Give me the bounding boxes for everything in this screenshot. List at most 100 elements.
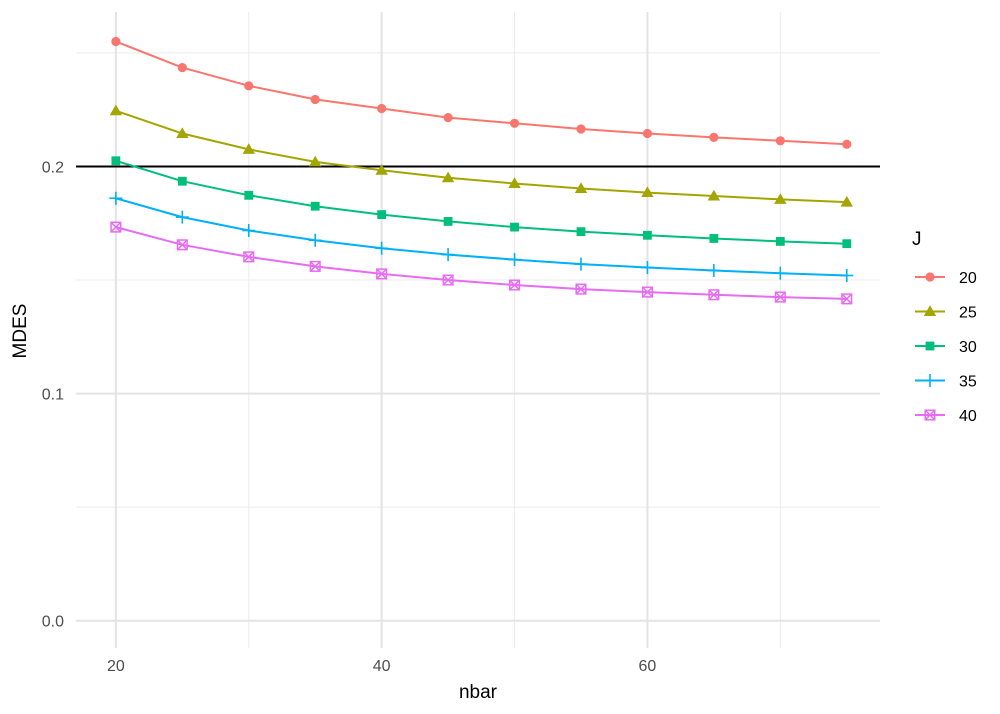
data-point-40 — [309, 260, 321, 272]
data-point-20 — [111, 36, 121, 47]
legend-item-30: 30 — [915, 339, 977, 356]
legend-label: 20 — [959, 270, 977, 287]
legend-key-marker — [925, 272, 935, 282]
data-point-20 — [642, 128, 653, 139]
data-point-20 — [509, 118, 520, 128]
data-point-30 — [111, 156, 121, 166]
data-point-40 — [508, 279, 521, 291]
boxcross-marker-box — [309, 260, 321, 272]
boxcross-marker-diag — [442, 274, 454, 286]
y-tick-label: 0.0 — [42, 614, 64, 631]
x-axis-title: nbar — [459, 682, 498, 703]
data-point-35 — [375, 241, 389, 255]
data-point-35 — [840, 268, 854, 282]
data-point-35 — [707, 263, 721, 277]
data-point-25 — [242, 143, 255, 154]
legend-title: J — [912, 229, 922, 250]
data-point-30 — [842, 239, 852, 249]
data-point-40 — [641, 286, 653, 298]
series-40 — [110, 221, 853, 305]
x-tick-label: 40 — [373, 658, 391, 675]
legend-key-marker — [924, 409, 936, 421]
legend-label: 35 — [959, 374, 977, 391]
boxcross-marker-box — [442, 274, 454, 286]
series-line-20 — [115, 40, 847, 146]
data-point-30 — [643, 230, 652, 240]
data-point-20 — [775, 136, 785, 146]
boxcross-marker-diag — [309, 261, 321, 272]
data-point-25 — [109, 104, 123, 116]
data-point-40 — [442, 274, 454, 286]
data-point-40 — [708, 289, 720, 301]
data-point-30 — [443, 217, 453, 226]
series-30 — [111, 156, 852, 249]
data-point-40 — [176, 239, 188, 251]
y-tick-label: 0.2 — [42, 159, 64, 176]
data-point-30 — [510, 222, 519, 232]
boxcross-marker-diag — [243, 251, 255, 263]
data-point-30 — [576, 227, 586, 237]
legend-label: 40 — [959, 408, 977, 425]
boxcross-marker-diag — [376, 268, 387, 280]
legend: J 20 25 30 35 40 — [912, 229, 977, 425]
x-tick-label: 60 — [639, 658, 657, 675]
legend-key-marker — [923, 374, 937, 387]
series-35 — [109, 191, 854, 282]
data-point-40 — [243, 251, 255, 263]
legend-key-marker — [925, 341, 935, 351]
data-point-40 — [110, 221, 122, 233]
data-point-40 — [376, 268, 388, 280]
data-point-35 — [508, 253, 522, 267]
series-line-40 — [115, 226, 847, 300]
boxcross-marker-diag — [708, 289, 720, 301]
series-25 — [109, 104, 853, 207]
data-point-25 — [508, 177, 521, 188]
boxcross-marker-box — [376, 268, 388, 280]
data-point-30 — [709, 234, 719, 243]
data-point-40 — [841, 293, 853, 305]
legend-label: 30 — [959, 339, 977, 356]
legend-label: 25 — [959, 305, 977, 322]
boxcross-marker-box — [708, 289, 720, 301]
boxcross-marker-box — [176, 239, 188, 251]
axis-layer: 0.0 0.1 0.2 20 40 60 — [42, 159, 657, 675]
series-line-25 — [115, 109, 847, 204]
data-point-20 — [842, 139, 852, 149]
boxcross-marker-diag — [509, 279, 520, 291]
data-point-35 — [175, 210, 189, 224]
boxcross-marker-box — [841, 293, 853, 305]
legend-key-marker — [923, 305, 937, 316]
legend-item-20: 20 — [915, 270, 977, 287]
data-point-25 — [574, 182, 588, 193]
boxcross-marker-diag — [110, 221, 122, 233]
data-point-35 — [574, 257, 588, 271]
series-20 — [111, 36, 852, 149]
x-tick-label: 20 — [107, 658, 125, 675]
data-point-30 — [244, 190, 254, 200]
boxcross-marker-diag — [924, 409, 936, 421]
data-point-35 — [308, 233, 322, 247]
data-point-35 — [242, 224, 256, 238]
boxcross-marker-box — [508, 279, 521, 291]
data-point-25 — [774, 193, 787, 204]
data-point-25 — [840, 195, 853, 207]
boxcross-marker-diag — [575, 283, 587, 295]
data-point-25 — [375, 164, 388, 175]
plot-panel — [76, 12, 880, 648]
legend-item-40: 40 — [915, 408, 977, 425]
data-point-40 — [575, 283, 587, 295]
data-point-30 — [377, 210, 387, 220]
y-tick-label: 0.1 — [42, 387, 64, 404]
boxcross-marker-diag — [841, 293, 853, 305]
boxcross-marker-diag — [176, 239, 188, 251]
data-point-25 — [707, 189, 721, 201]
data-point-30 — [310, 201, 320, 211]
boxcross-marker-box — [924, 409, 936, 421]
data-point-30 — [775, 237, 785, 246]
data-point-30 — [177, 176, 187, 186]
y-axis-title: MDES — [10, 304, 31, 359]
series-line-35 — [115, 197, 847, 277]
data-point-20 — [244, 81, 254, 91]
series-layer — [109, 36, 854, 305]
boxcross-marker-box — [243, 251, 255, 263]
